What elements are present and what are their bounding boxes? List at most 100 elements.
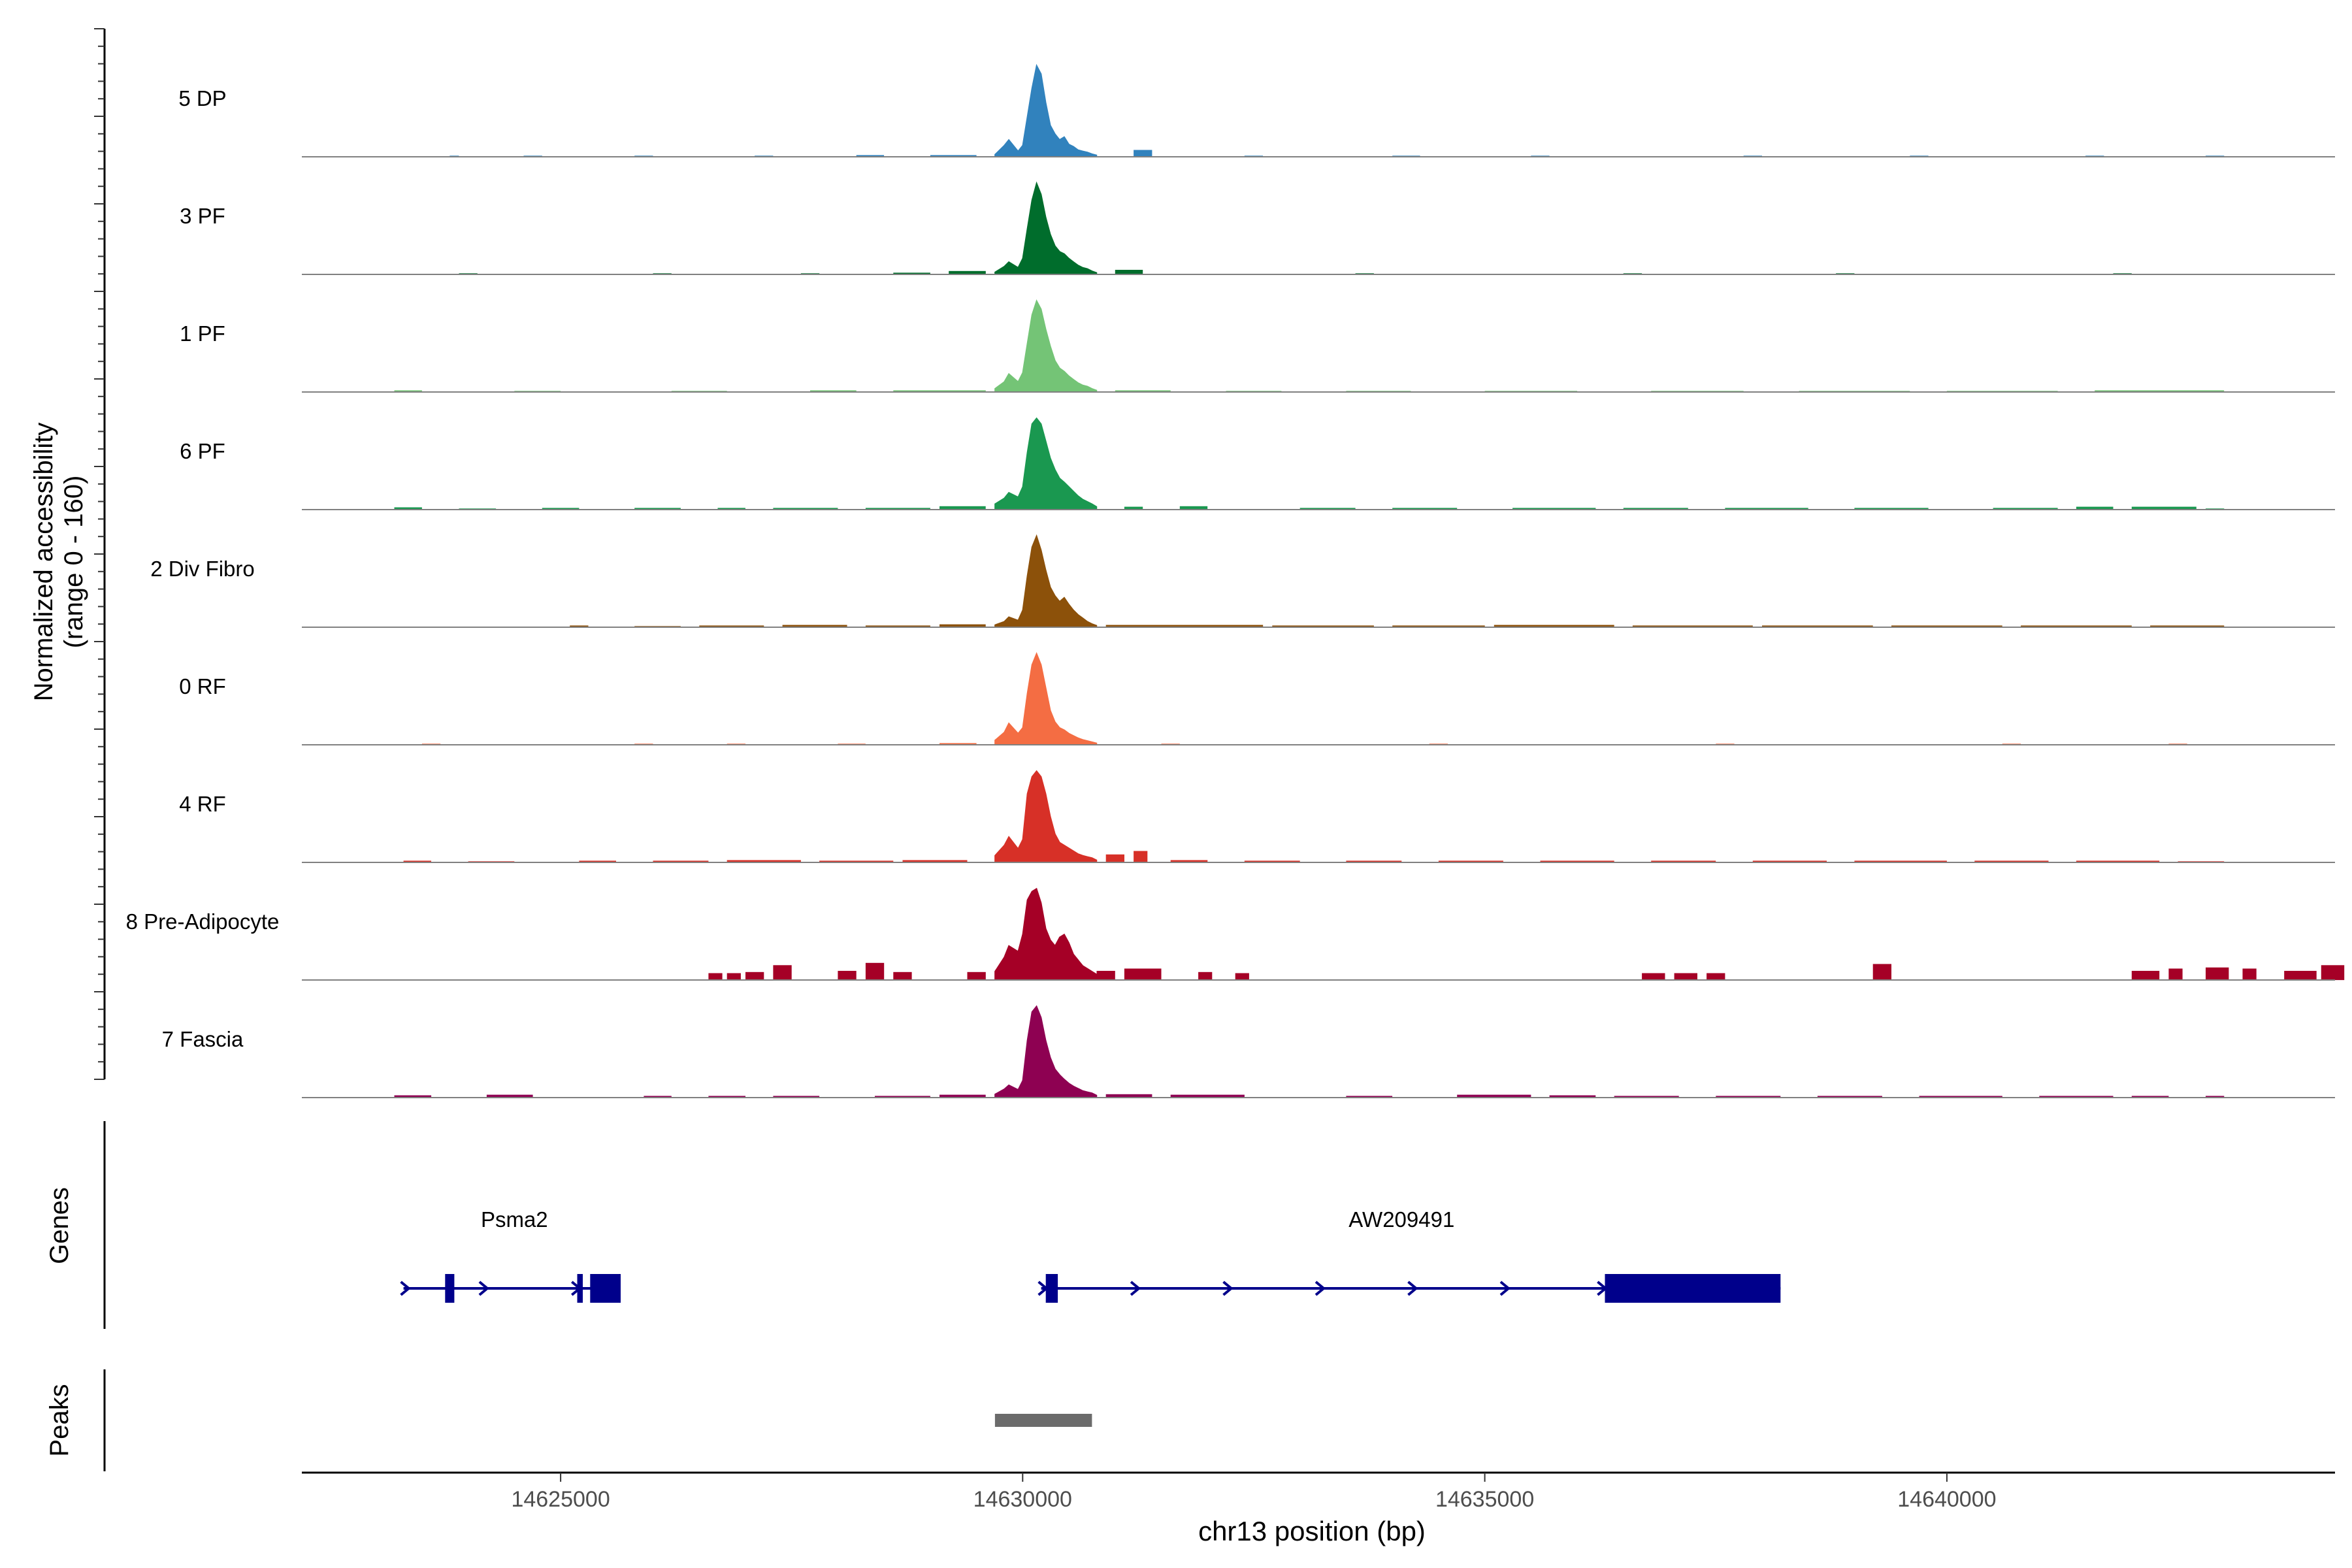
background-signal bbox=[1674, 973, 1697, 980]
background-signal bbox=[1198, 972, 1213, 981]
background-signal bbox=[1124, 968, 1162, 980]
background-signal bbox=[838, 971, 857, 980]
background-signal bbox=[2242, 968, 2257, 980]
background-signal bbox=[745, 972, 764, 981]
track-label: 0 RF bbox=[179, 674, 226, 698]
x-tick-label: 14625000 bbox=[511, 1487, 610, 1512]
background-signal bbox=[930, 155, 977, 157]
x-axis: 14625000 14630000 14635000 14640000 chr13 po… bbox=[302, 1471, 2335, 1546]
background-signal bbox=[1235, 973, 1249, 980]
background-signal bbox=[634, 508, 681, 510]
background-signal bbox=[1105, 625, 1264, 627]
background-signal bbox=[2168, 968, 2183, 980]
gene-aw209491: AW209491 bbox=[1037, 1207, 1781, 1303]
strand-arrow bbox=[1222, 1281, 1233, 1296]
background-signal bbox=[1974, 860, 2049, 862]
strand-arrow bbox=[400, 1281, 411, 1296]
background-signal bbox=[1632, 625, 1753, 627]
background-signal bbox=[893, 390, 986, 392]
background-signal bbox=[699, 625, 764, 627]
x-tick-label: 14635000 bbox=[1435, 1487, 1534, 1512]
track-4-rf: 4 RF bbox=[179, 770, 2335, 863]
background-signal bbox=[1919, 1096, 2002, 1098]
background-signal bbox=[717, 508, 745, 510]
background-signal bbox=[1993, 508, 2058, 510]
gene-psma2: Psma2 bbox=[400, 1207, 621, 1303]
track-label: 3 PF bbox=[180, 204, 225, 228]
background-signal bbox=[1115, 390, 1171, 392]
peak-area bbox=[994, 887, 1098, 981]
background-signal bbox=[1346, 860, 1402, 862]
track-0-rf: 0 RF bbox=[179, 651, 2335, 745]
background-signal bbox=[1642, 973, 1665, 980]
background-signal bbox=[2131, 506, 2197, 510]
track-1-pf: 1 PF bbox=[180, 299, 2335, 393]
peak-area bbox=[994, 651, 1098, 745]
background-signal bbox=[939, 743, 977, 745]
background-signal bbox=[1512, 508, 1596, 510]
background-signal bbox=[865, 508, 930, 510]
background-signal bbox=[1392, 625, 1485, 627]
background-signal bbox=[773, 508, 838, 510]
genes-track: Genes Psma2 AW209491 bbox=[45, 1121, 1781, 1329]
background-signal bbox=[1457, 1094, 1531, 1098]
peak-area bbox=[994, 181, 1098, 275]
background-signal bbox=[1096, 971, 1115, 980]
peak-area bbox=[994, 63, 1098, 157]
track-7-fascia: 7 Fascia bbox=[162, 1005, 2335, 1098]
x-tick-label: 14630000 bbox=[973, 1487, 1072, 1512]
background-signal bbox=[2284, 971, 2317, 980]
background-signal bbox=[2131, 1096, 2169, 1098]
background-signal bbox=[2039, 1096, 2114, 1098]
track-3-pf: 3 PF bbox=[180, 181, 2335, 275]
peaks-track: Peaks bbox=[45, 1369, 1092, 1471]
coverage-tracks: 5 DP 3 PF 1 PF 6 PF 2 Div Fibro 0 RF 4 RF 8 Pre… bbox=[126, 63, 2345, 1098]
background-signal bbox=[2321, 965, 2345, 981]
background-signal bbox=[893, 272, 930, 274]
track-label: 4 RF bbox=[179, 792, 226, 816]
background-signal bbox=[2131, 971, 2160, 980]
background-signal bbox=[394, 390, 422, 392]
background-signal bbox=[939, 624, 986, 627]
background-signal bbox=[773, 1096, 820, 1098]
background-signal bbox=[1115, 270, 1143, 274]
gene-label: AW209491 bbox=[1348, 1207, 1454, 1232]
background-signal bbox=[708, 973, 723, 980]
background-signal bbox=[2206, 1096, 2225, 1098]
background-signal bbox=[875, 1096, 930, 1098]
background-signal bbox=[708, 1096, 745, 1098]
background-signal bbox=[1272, 625, 1374, 627]
background-signal bbox=[865, 625, 930, 627]
background-signal bbox=[1762, 625, 1873, 627]
peak-region bbox=[994, 1414, 1092, 1427]
peak-area bbox=[994, 1005, 1098, 1098]
background-signal bbox=[1134, 150, 1152, 157]
background-signal bbox=[1179, 506, 1208, 510]
background-signal bbox=[1392, 508, 1458, 510]
background-signal bbox=[939, 506, 986, 510]
background-signal bbox=[893, 972, 912, 981]
y-axis-label: Normalized accessibility bbox=[29, 423, 58, 702]
background-signal bbox=[939, 1094, 986, 1098]
background-signal bbox=[2076, 860, 2160, 862]
background-signal bbox=[865, 962, 885, 981]
background-signal bbox=[2095, 390, 2225, 392]
background-signal bbox=[1614, 1096, 1679, 1098]
background-signal bbox=[1170, 860, 1208, 862]
background-signal bbox=[1854, 860, 1947, 862]
background-signal bbox=[579, 860, 616, 862]
background-signal bbox=[902, 860, 968, 862]
track-6-pf: 6 PF bbox=[180, 417, 2335, 510]
background-signal bbox=[1124, 506, 1143, 510]
background-signal bbox=[1299, 508, 1356, 510]
background-signal bbox=[1716, 1096, 1781, 1098]
background-signal bbox=[1170, 1094, 1245, 1098]
background-signal bbox=[1725, 508, 1808, 510]
track-2-div-fibro: 2 Div Fibro bbox=[150, 534, 2335, 628]
background-signal bbox=[1623, 508, 1688, 510]
strand-arrow bbox=[1407, 1281, 1418, 1296]
track-label: 7 Fascia bbox=[162, 1027, 244, 1051]
background-signal bbox=[1872, 964, 1891, 980]
background-signal bbox=[653, 860, 709, 862]
